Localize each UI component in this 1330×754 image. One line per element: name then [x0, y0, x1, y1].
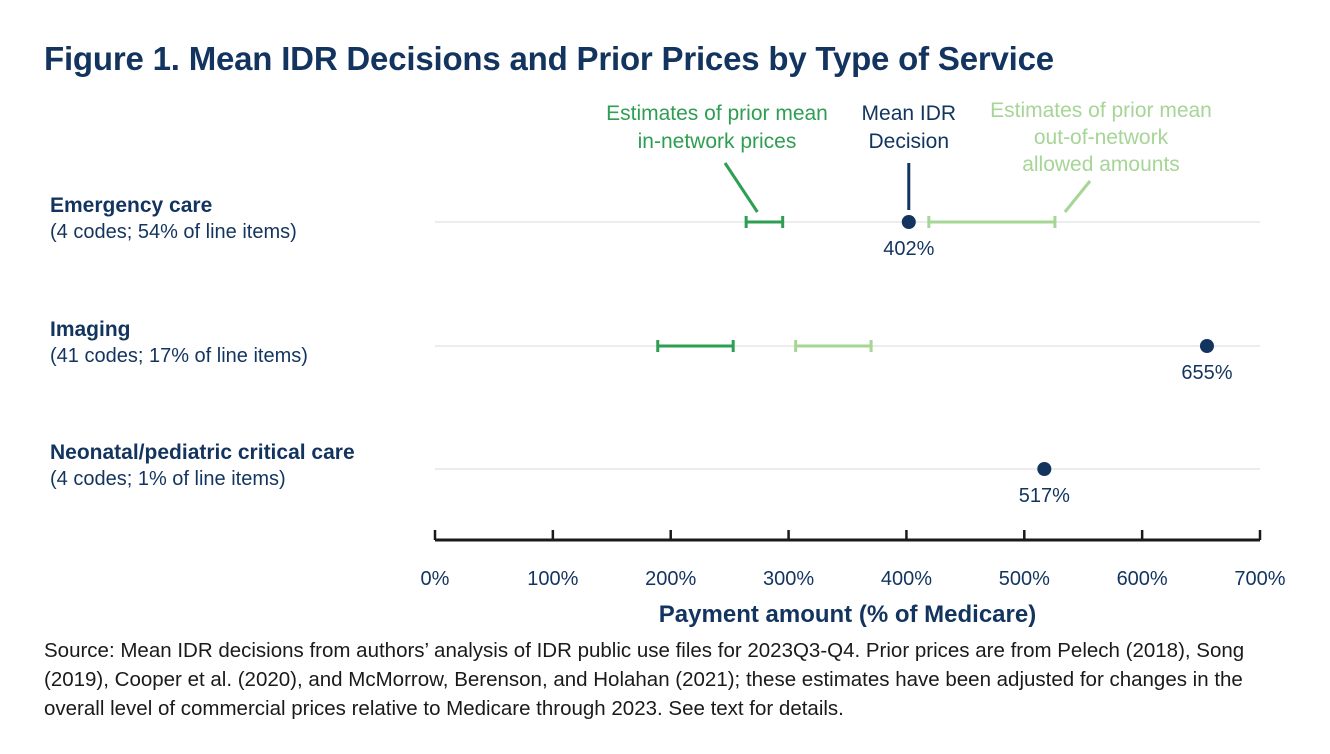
out-of-network-annotation-text: allowed amounts	[1022, 153, 1180, 176]
x-tick-label: 200%	[645, 568, 696, 590]
dot-plot: 0% 100% 200% 300% 400% 500% 600% 700% Payment am…	[421, 99, 1286, 628]
mean-idr-point	[1037, 462, 1052, 476]
out-of-network-leader-line	[1063, 180, 1092, 213]
x-tick-label: 700%	[1234, 568, 1285, 590]
category-name: Neonatal/pediatric critical care	[50, 441, 355, 464]
x-tick-label: 400%	[881, 568, 932, 590]
source-note: Source: Mean IDR decisions from authors’…	[44, 639, 1245, 720]
mean-idr-point	[1199, 339, 1214, 353]
x-tick-label: 0%	[421, 568, 450, 590]
category-name: Emergency care	[50, 194, 213, 217]
category-name: Imaging	[50, 318, 131, 341]
x-axis-label: Payment amount (% of Medicare)	[659, 601, 1036, 628]
in-network-annotation-text: in-network prices	[638, 130, 797, 153]
mean-idr-data-label: 402%	[883, 238, 934, 260]
category-detail: (4 codes; 54% of line items)	[50, 221, 297, 243]
mean-idr-annotation-text: Mean IDR	[862, 102, 957, 125]
in-network-leader-line	[723, 162, 759, 213]
category-detail: (41 codes; 17% of line items)	[50, 345, 308, 367]
mean-idr-data-label: 655%	[1181, 362, 1232, 384]
category-label-imaging: Imaging (41 codes; 17% of line items)	[50, 317, 308, 369]
mean-idr-point	[901, 215, 916, 229]
category-label-neonatal: Neonatal/pediatric critical care (4 code…	[50, 440, 355, 492]
x-tick-label: 100%	[527, 568, 578, 590]
chart-title: Figure 1. Mean IDR Decisions and Prior P…	[44, 40, 1054, 77]
in-network-annotation-text: Estimates of prior mean	[606, 102, 828, 125]
out-of-network-annotation-text: out-of-network	[1034, 126, 1169, 149]
out-of-network-annotation-text: Estimates of prior mean	[990, 99, 1212, 122]
x-tick-label: 300%	[763, 568, 814, 590]
x-tick-label: 600%	[1117, 568, 1168, 590]
x-tick-label: 500%	[999, 568, 1050, 590]
mean-idr-data-label: 517%	[1019, 485, 1070, 507]
category-label-emergency: Emergency care (4 codes; 54% of line ite…	[50, 193, 297, 245]
mean-idr-annotation-text: Decision	[869, 130, 950, 153]
category-detail: (4 codes; 1% of line items)	[50, 468, 286, 490]
